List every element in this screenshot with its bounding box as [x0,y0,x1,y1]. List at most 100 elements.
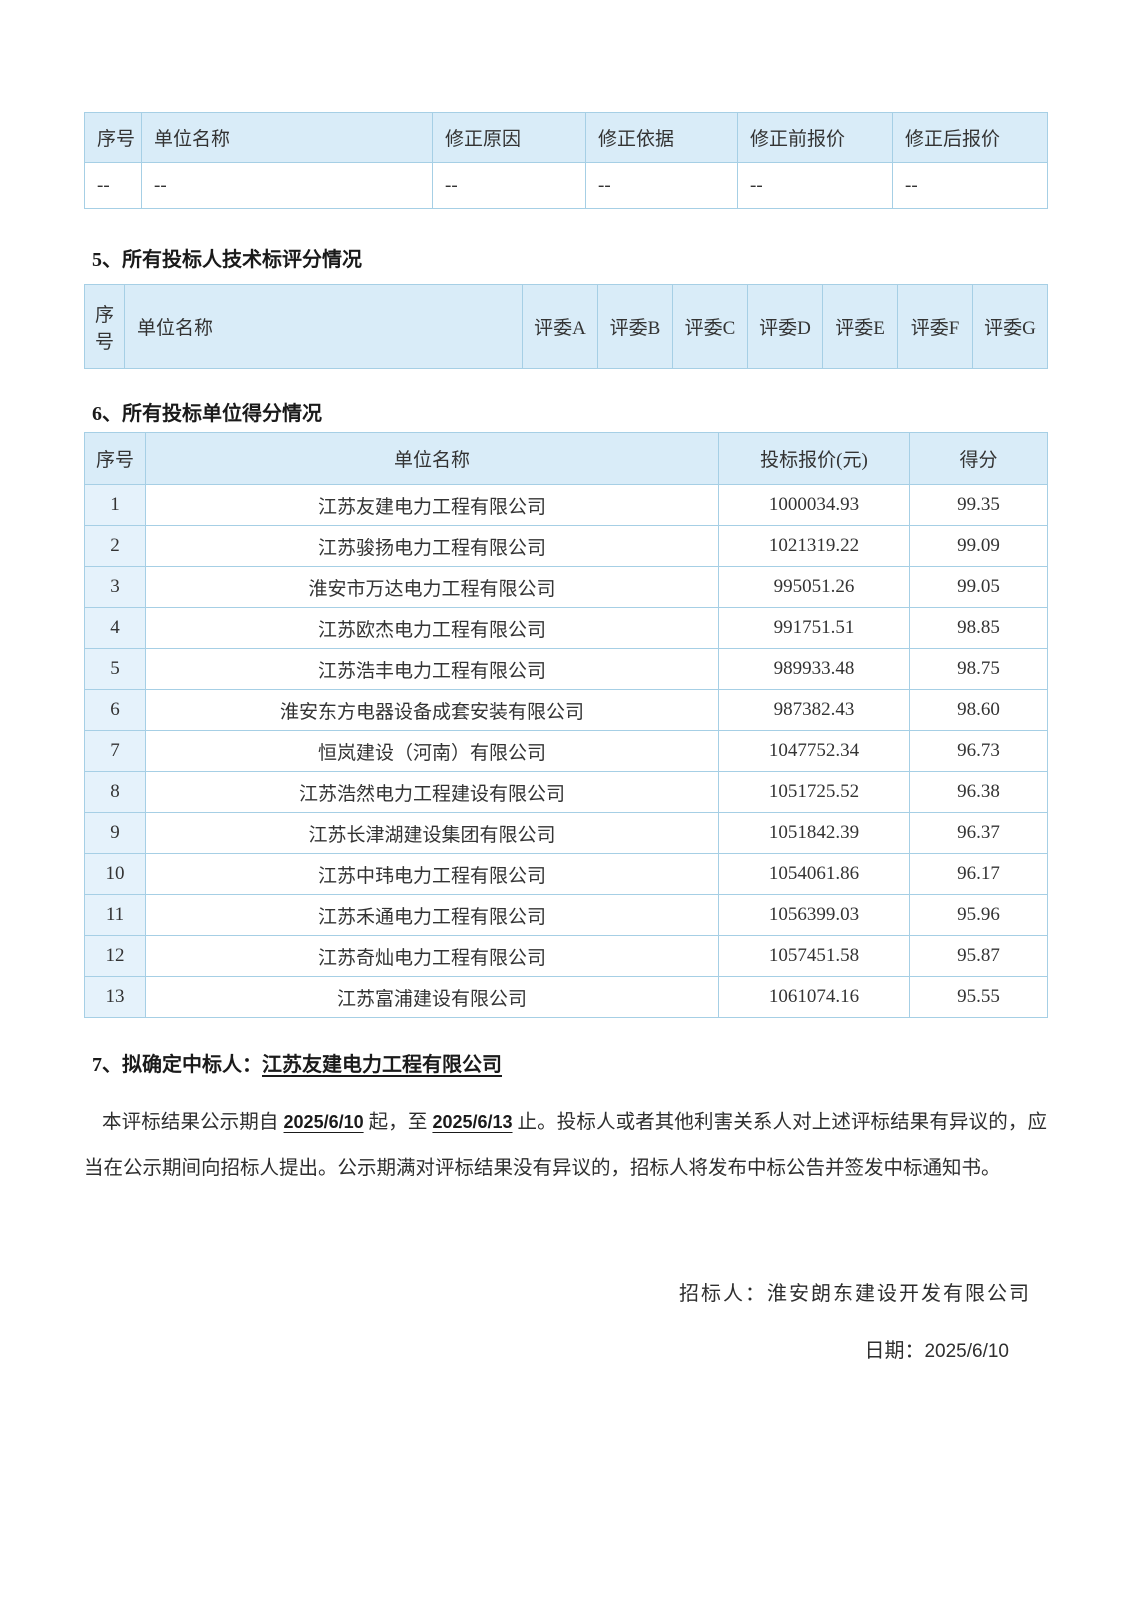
header-judge-c: 评委C [672,284,748,369]
cell-name: 江苏浩丰电力工程有限公司 [145,648,719,690]
cell-score: 96.38 [909,771,1048,813]
cell-company: -- [141,162,433,209]
cell-no: 9 [84,812,146,854]
table-row: 2 江苏骏扬电力工程有限公司 1021319.22 99.09 [84,525,1048,567]
header-judge-b: 评委B [597,284,673,369]
publicity-end-date: 2025/6/13 [432,1112,513,1132]
winner-name: 江苏友建电力工程有限公司 [262,1054,502,1076]
cell-score: 96.37 [909,812,1048,854]
score-table: 序号 单位名称 投标报价(元) 得分 1 江苏友建电力工程有限公司 100003… [84,432,1048,1018]
notice-paragraph: 本评标结果公示期自 2025/6/10 起，至 2025/6/13 止。投标人或… [84,1099,1047,1192]
header-seq: 序号 [84,284,125,369]
cell-price: 1061074.16 [718,976,910,1018]
cell-no: 10 [84,853,146,895]
cell-price: 989933.48 [718,648,910,690]
cell-name: 江苏禾通电力工程有限公司 [145,894,719,936]
cell-name: 江苏友建电力工程有限公司 [145,484,719,526]
table-row: 5 江苏浩丰电力工程有限公司 989933.48 98.75 [84,648,1048,690]
correction-header-row: 序号 单位名称 修正原因 修正依据 修正前报价 修正后报价 [84,112,1048,163]
cell-score: 99.09 [909,525,1048,567]
cell-no: 3 [84,566,146,608]
header-judge-f: 评委F [897,284,973,369]
header-judge-a: 评委A [522,284,598,369]
cell-name: 淮安东方电器设备成套安装有限公司 [145,689,719,731]
tech-score-table: 序号 单位名称 评委A 评委B 评委C 评委D 评委E 评委F 评委G [84,284,1048,369]
table-row: 10 江苏中玮电力工程有限公司 1054061.86 96.17 [84,853,1048,895]
notice-text: 止。投标人或者其他利害关系人对上述评标结果有异议的，应当在公示期间向招标人提出。… [84,1112,1047,1179]
notice-text: 本评标结果公示期自 [102,1112,284,1133]
cell-price: 995051.26 [718,566,910,608]
cell-no: 11 [84,894,146,936]
cell-price-after: -- [892,162,1048,209]
section6-title: 6、所有投标单位得分情况 [92,403,322,425]
cell-price: 991751.51 [718,607,910,649]
section7-winner-line: 7、拟确定中标人：江苏友建电力工程有限公司 [84,1048,1047,1077]
table-row: 11 江苏禾通电力工程有限公司 1056399.03 95.96 [84,894,1048,936]
publicity-start-date: 2025/6/10 [283,1112,364,1132]
cell-price: 1056399.03 [718,894,910,936]
cell-no: 12 [84,935,146,977]
cell-score: 96.73 [909,730,1048,772]
score-header-row: 序号 单位名称 投标报价(元) 得分 [84,432,1048,485]
cell-basis: -- [585,162,738,209]
correction-table: 序号 单位名称 修正原因 修正依据 修正前报价 修正后报价 -- -- -- -… [84,112,1048,209]
header-judge-d: 评委D [747,284,823,369]
table-row: 3 淮安市万达电力工程有限公司 995051.26 99.05 [84,566,1048,608]
header-judge-e: 评委E [822,284,898,369]
tech-header-row: 序号 单位名称 评委A 评委B 评委C 评委D 评委E 评委F 评委G [84,284,1048,369]
cell-name: 江苏欧杰电力工程有限公司 [145,607,719,649]
cell-name: 江苏浩然电力工程建设有限公司 [145,771,719,813]
cell-no: 5 [84,648,146,690]
cell-price: 987382.43 [718,689,910,731]
cell-score: 99.05 [909,566,1048,608]
cell-name: 江苏长津湖建设集团有限公司 [145,812,719,854]
section5-title: 5、所有投标人技术标评分情况 [92,249,362,271]
winner-prefix: 7、拟确定中标人： [92,1054,262,1076]
cell-price: 1000034.93 [718,484,910,526]
header-basis: 修正依据 [585,112,738,163]
cell-price: 1054061.86 [718,853,910,895]
cell-name: 恒岚建设（河南）有限公司 [145,730,719,772]
cell-score: 95.87 [909,935,1048,977]
cell-reason: -- [432,162,586,209]
cell-score: 99.35 [909,484,1048,526]
header-price-after: 修正后报价 [892,112,1048,163]
cell-name: 江苏骏扬电力工程有限公司 [145,525,719,567]
cell-score: 95.55 [909,976,1048,1018]
header-reason: 修正原因 [432,112,586,163]
cell-name: 江苏奇灿电力工程有限公司 [145,935,719,977]
cell-no: 7 [84,730,146,772]
table-row: 8 江苏浩然电力工程建设有限公司 1051725.52 96.38 [84,771,1048,813]
cell-no: 4 [84,607,146,649]
header-company: 单位名称 [145,432,719,485]
bidder-signature: 招标人：淮安朗东建设开发有限公司 [679,1283,1031,1305]
cell-price: 1021319.22 [718,525,910,567]
cell-name: 淮安市万达电力工程有限公司 [145,566,719,608]
cell-no: 13 [84,976,146,1018]
cell-price: 1047752.34 [718,730,910,772]
header-company: 单位名称 [124,284,523,369]
header-seq: 序号 [84,432,146,485]
cell-score: 96.17 [909,853,1048,895]
table-row: 4 江苏欧杰电力工程有限公司 991751.51 98.85 [84,607,1048,649]
cell-no: 2 [84,525,146,567]
date-signature: 日期：2025/6/10 [84,1334,1047,1363]
notice-text: 起，至 [363,1112,433,1133]
table-row: 7 恒岚建设（河南）有限公司 1047752.34 96.73 [84,730,1048,772]
cell-score: 98.85 [909,607,1048,649]
correction-empty-row: -- -- -- -- -- -- [84,162,1048,209]
cell-price: 1057451.58 [718,935,910,977]
cell-price: 1051725.52 [718,771,910,813]
cell-price-before: -- [737,162,893,209]
cell-no: 1 [84,484,146,526]
table-row: 12 江苏奇灿电力工程有限公司 1057451.58 95.87 [84,935,1048,977]
cell-score: 98.60 [909,689,1048,731]
date-label: 日期： [864,1340,925,1362]
header-score: 得分 [909,432,1048,485]
header-bid-price: 投标报价(元) [718,432,910,485]
cell-price: 1051842.39 [718,812,910,854]
table-row: 13 江苏富浦建设有限公司 1061074.16 95.55 [84,976,1048,1018]
cell-no: 8 [84,771,146,813]
header-price-before: 修正前报价 [737,112,893,163]
